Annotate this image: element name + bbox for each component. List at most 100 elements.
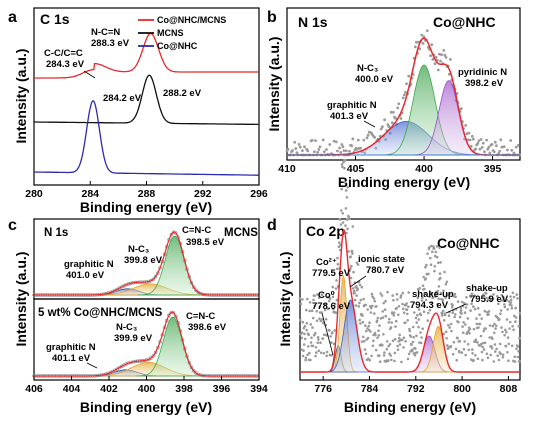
data-point bbox=[516, 345, 520, 348]
data-point bbox=[475, 317, 478, 320]
data-point bbox=[321, 138, 325, 142]
data-point bbox=[468, 327, 472, 331]
data-point bbox=[420, 299, 424, 302]
data-point bbox=[192, 369, 196, 373]
data-point bbox=[480, 146, 484, 149]
annot-c2-cnc: C=N-C bbox=[186, 311, 215, 322]
panel-c-x-tick-label: 400 bbox=[138, 383, 156, 395]
panel-d-x-tick-label: 776 bbox=[314, 383, 332, 395]
data-point bbox=[399, 117, 403, 120]
data-point bbox=[498, 149, 502, 153]
data-point bbox=[420, 336, 423, 339]
annot-b-nc3-ev: 400.0 eV bbox=[355, 74, 394, 85]
panel-c-ylabel: Intensity (a.u.) bbox=[13, 252, 29, 347]
data-point bbox=[490, 347, 494, 350]
data-point bbox=[334, 287, 338, 290]
data-point bbox=[396, 298, 399, 301]
data-point bbox=[339, 223, 343, 226]
annot-b-pyridinic: pyridinic N bbox=[458, 67, 507, 78]
data-point bbox=[479, 334, 483, 338]
annot-d-shake1-ev: 794.3 eV bbox=[410, 300, 449, 311]
data-point bbox=[433, 254, 437, 258]
panel-c-x-tick-label: 404 bbox=[63, 383, 81, 395]
data-point bbox=[442, 332, 446, 336]
legend-label-co-nhc-mcns: Co@NHC/MCNS bbox=[157, 15, 226, 25]
data-point bbox=[503, 333, 506, 337]
data-point bbox=[366, 133, 370, 137]
data-point bbox=[514, 316, 518, 319]
data-point bbox=[441, 311, 444, 315]
data-point bbox=[473, 307, 477, 311]
panel-b-ylabel: Intensity (a.u.) bbox=[266, 37, 282, 132]
data-point bbox=[453, 315, 456, 319]
data-point bbox=[413, 353, 417, 357]
data-point bbox=[386, 359, 390, 362]
data-point bbox=[502, 145, 506, 149]
data-point bbox=[363, 339, 366, 343]
data-point bbox=[478, 147, 482, 151]
data-point bbox=[497, 302, 500, 306]
data-point bbox=[489, 353, 493, 357]
data-point bbox=[517, 359, 521, 363]
data-point bbox=[493, 140, 497, 144]
data-point bbox=[481, 345, 485, 349]
data-point bbox=[441, 298, 445, 302]
panel-a-title: C 1s bbox=[40, 11, 70, 27]
data-point bbox=[355, 294, 358, 297]
data-point bbox=[370, 292, 374, 296]
data-point bbox=[466, 342, 470, 346]
data-point bbox=[320, 318, 324, 321]
data-point bbox=[438, 246, 441, 250]
panel-b-title: N 1s bbox=[298, 14, 328, 30]
annot-a-2842: 284.2 eV bbox=[103, 93, 142, 104]
data-point bbox=[311, 316, 315, 320]
data-point bbox=[318, 305, 322, 309]
data-point bbox=[149, 356, 153, 360]
data-point bbox=[505, 299, 509, 302]
data-point bbox=[402, 336, 406, 340]
data-point bbox=[377, 354, 381, 358]
data-point bbox=[383, 118, 386, 122]
data-point bbox=[404, 90, 407, 94]
data-point bbox=[423, 292, 427, 295]
data-point bbox=[436, 68, 440, 72]
data-point bbox=[487, 298, 490, 302]
data-point bbox=[475, 322, 479, 326]
data-point bbox=[434, 250, 438, 254]
data-point bbox=[496, 354, 500, 358]
data-point bbox=[372, 297, 376, 300]
data-point bbox=[326, 307, 330, 311]
data-point bbox=[389, 110, 393, 114]
data-point bbox=[439, 291, 443, 295]
data-point bbox=[394, 117, 397, 120]
data-point bbox=[382, 354, 386, 357]
data-point bbox=[496, 295, 499, 298]
data-point bbox=[458, 315, 462, 319]
data-point bbox=[319, 351, 323, 355]
data-point bbox=[377, 334, 381, 337]
data-point bbox=[444, 330, 448, 334]
data-point bbox=[462, 331, 465, 335]
data-point bbox=[488, 296, 491, 300]
data-point bbox=[192, 285, 196, 289]
data-point bbox=[506, 336, 510, 339]
legend-label-co-nhc: Co@NHC bbox=[157, 41, 198, 51]
data-point bbox=[449, 58, 452, 61]
data-point bbox=[429, 256, 432, 260]
data-point bbox=[501, 330, 504, 334]
data-point bbox=[298, 145, 302, 149]
data-point bbox=[333, 302, 337, 306]
data-point bbox=[331, 285, 335, 289]
annot-c1-cnc: C=N-C bbox=[182, 225, 211, 236]
data-point bbox=[332, 342, 336, 346]
data-point bbox=[302, 349, 305, 352]
data-point bbox=[383, 351, 386, 354]
data-point bbox=[362, 138, 366, 142]
data-point bbox=[450, 329, 453, 333]
data-point bbox=[406, 319, 410, 322]
data-point bbox=[459, 309, 463, 312]
data-point bbox=[494, 327, 497, 330]
data-point bbox=[376, 336, 379, 340]
data-point bbox=[174, 231, 178, 235]
data-point bbox=[331, 331, 334, 334]
